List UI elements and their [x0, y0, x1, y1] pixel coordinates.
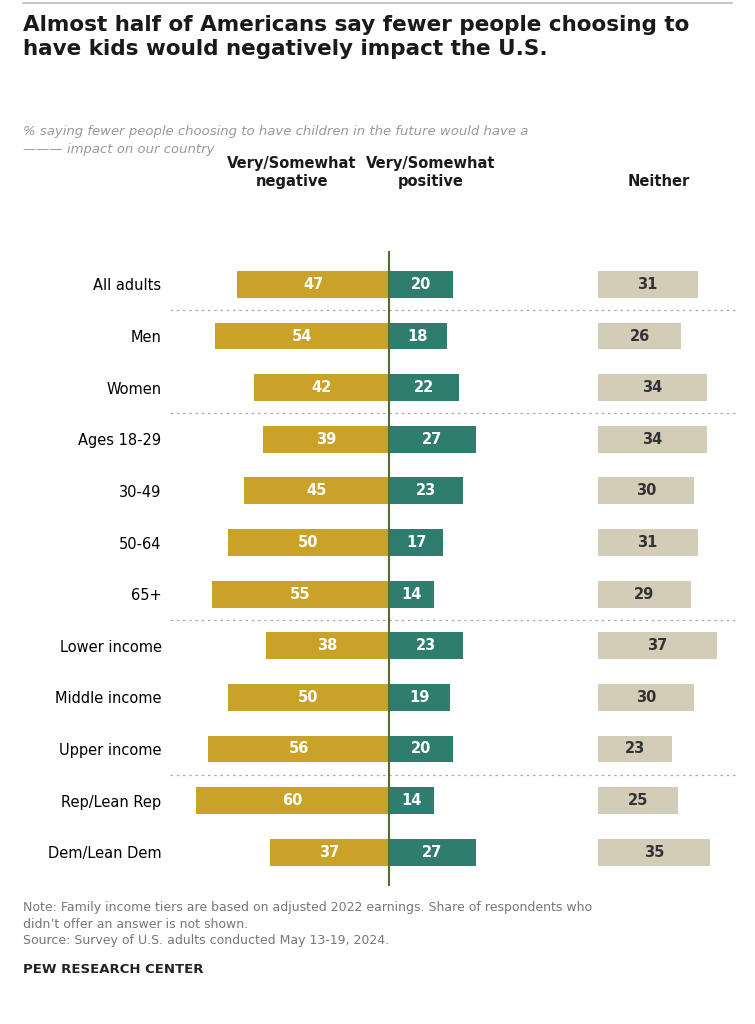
Text: 18: 18	[408, 329, 428, 343]
Text: 23: 23	[415, 638, 436, 653]
Bar	[598, 323, 682, 349]
Text: 25: 25	[628, 794, 649, 808]
Text: Neither: Neither	[628, 174, 690, 189]
Text: 42: 42	[311, 380, 331, 395]
Bar	[196, 787, 389, 814]
Bar	[389, 633, 463, 659]
Text: 34: 34	[643, 380, 663, 395]
Text: 31: 31	[637, 276, 658, 292]
Text: Almost half of Americans say fewer people choosing to
have kids would negatively: Almost half of Americans say fewer peopl…	[23, 15, 689, 59]
Bar	[254, 374, 389, 401]
Text: 38: 38	[317, 638, 337, 653]
Text: 30: 30	[636, 690, 656, 705]
Text: 54: 54	[291, 329, 312, 343]
Text: Very/Somewhat
positive: Very/Somewhat positive	[365, 156, 495, 189]
Text: 50: 50	[298, 535, 319, 550]
Bar	[228, 529, 389, 556]
Text: 37: 37	[647, 638, 667, 653]
Text: 56: 56	[288, 741, 309, 757]
Bar	[598, 839, 710, 865]
Text: 20: 20	[411, 741, 431, 757]
Text: didn’t offer an answer is not shown.: didn’t offer an answer is not shown.	[23, 918, 248, 931]
Bar	[598, 633, 716, 659]
Bar	[389, 839, 476, 865]
Bar	[267, 633, 389, 659]
Bar	[389, 374, 460, 401]
Text: 22: 22	[414, 380, 434, 395]
Bar	[598, 735, 672, 763]
Bar	[228, 684, 389, 711]
Text: Source: Survey of U.S. adults conducted May 13-19, 2024.: Source: Survey of U.S. adults conducted …	[23, 934, 389, 947]
Bar	[389, 529, 443, 556]
Text: % saying fewer people choosing to have children in the future would have a: % saying fewer people choosing to have c…	[23, 125, 528, 138]
Text: 23: 23	[624, 741, 645, 757]
Text: 26: 26	[630, 329, 650, 343]
Text: 17: 17	[406, 535, 426, 550]
Text: 27: 27	[422, 432, 442, 446]
Text: ——— impact on our country: ——— impact on our country	[23, 143, 214, 157]
Bar	[263, 426, 389, 453]
Text: 27: 27	[422, 845, 442, 860]
Bar	[389, 684, 450, 711]
Bar	[211, 581, 389, 607]
Bar	[215, 323, 389, 349]
Text: 35: 35	[644, 845, 664, 860]
Bar	[598, 477, 695, 504]
Text: 14: 14	[401, 587, 421, 602]
Bar	[237, 271, 389, 298]
Bar	[598, 529, 698, 556]
Bar	[389, 323, 446, 349]
Text: 30: 30	[636, 483, 656, 499]
Bar	[389, 787, 433, 814]
Text: Note: Family income tiers are based on adjusted 2022 earnings. Share of responde: Note: Family income tiers are based on a…	[23, 901, 592, 914]
Bar	[598, 581, 691, 607]
Bar	[389, 735, 453, 763]
Bar	[598, 271, 698, 298]
Bar	[598, 787, 678, 814]
Text: 31: 31	[637, 535, 658, 550]
Text: 19: 19	[409, 690, 430, 705]
Text: 39: 39	[316, 432, 336, 446]
Bar	[389, 426, 476, 453]
Text: 37: 37	[319, 845, 339, 860]
Bar	[389, 581, 433, 607]
Bar	[598, 426, 707, 453]
Text: 34: 34	[643, 432, 663, 446]
Text: 20: 20	[411, 276, 431, 292]
Bar	[598, 684, 695, 711]
Bar	[244, 477, 389, 504]
Text: 23: 23	[415, 483, 436, 499]
Text: 60: 60	[282, 794, 302, 808]
Text: 55: 55	[290, 587, 310, 602]
Bar	[208, 735, 389, 763]
Text: Very/Somewhat
negative: Very/Somewhat negative	[227, 156, 357, 189]
Bar	[389, 477, 463, 504]
Bar	[389, 271, 453, 298]
Text: 45: 45	[306, 483, 326, 499]
Text: PEW RESEARCH CENTER: PEW RESEARCH CENTER	[23, 963, 203, 976]
Text: 29: 29	[634, 587, 655, 602]
Bar	[270, 839, 389, 865]
Text: 50: 50	[298, 690, 319, 705]
Bar	[598, 374, 707, 401]
Text: 14: 14	[401, 794, 421, 808]
Text: 47: 47	[303, 276, 323, 292]
